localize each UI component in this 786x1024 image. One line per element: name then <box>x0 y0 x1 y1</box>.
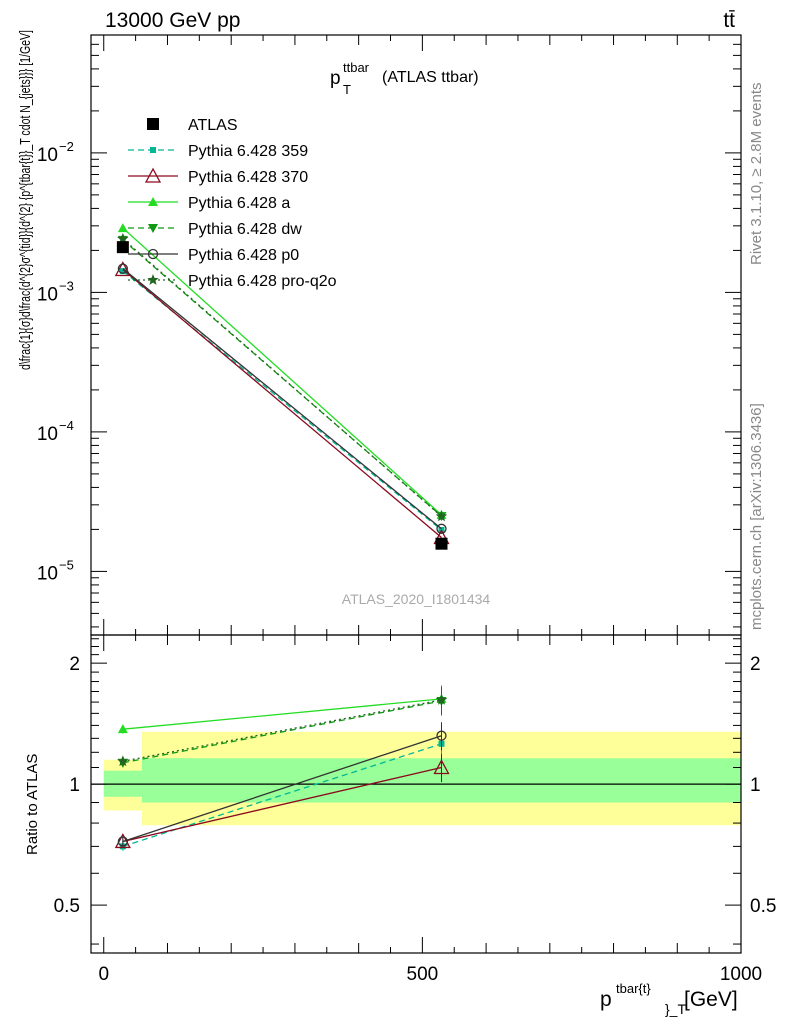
legend-marker-pp0 <box>147 248 159 260</box>
ratio-tick-label-right: 1 <box>750 775 761 796</box>
ratio-line-pdw <box>122 700 442 764</box>
uncertainty-bands <box>91 731 741 826</box>
y-upper-label: d\frac{1}{σ}d\frac{d^{2}σ^{tid}}{d^{2} {… <box>17 30 34 370</box>
legend-label-pa: Pythia 6.428 a <box>188 195 290 212</box>
y-ratio-label: Ratio to ATLAS <box>24 754 41 855</box>
series-point-pp0 <box>117 263 129 274</box>
ratio-point-pp0 <box>436 730 447 741</box>
upper-y-axis: 10−210−310−410−5 <box>37 34 741 628</box>
panel-title-sup: ttbar <box>343 60 370 75</box>
legend-marker-atlas <box>147 118 159 130</box>
x-tick-label: 1000 <box>720 964 762 985</box>
x-tick-label: 0 <box>98 964 109 985</box>
legend-label-atlas: ATLAS <box>188 117 238 134</box>
legend-label-pdw: Pythia 6.428 dw <box>188 221 302 238</box>
legend-label-p370: Pythia 6.428 370 <box>188 169 308 186</box>
upper-tick-label: 10 <box>37 145 58 166</box>
series-point-pq2o <box>117 232 129 244</box>
ratio-series-group <box>114 685 450 851</box>
legend-marker-pq2o <box>147 274 159 285</box>
series-point-pp0 <box>436 523 447 534</box>
legend-marker-p370 <box>144 167 162 183</box>
x-tick-label: 500 <box>407 964 439 985</box>
series-line-pq2o <box>122 238 442 517</box>
ratio-point-pq2o <box>435 693 448 705</box>
x-axis: 0 500 1000 <box>98 35 762 985</box>
series-point-p359 <box>119 268 126 275</box>
series-point-pq2o <box>435 510 448 522</box>
upper-tick-exponent: −3 <box>59 278 74 293</box>
upper-tick-exponent: −4 <box>59 418 74 433</box>
upper-tick-exponent: −2 <box>59 139 74 154</box>
legend-marker-pdw <box>148 224 158 233</box>
legend: ATLAS Pythia 6.428 359 Pythia 6.428 370 Pyt… <box>128 117 337 290</box>
series-line-pp0 <box>122 268 442 530</box>
atlas-data-point <box>116 241 129 254</box>
ratio-tick-label-left: 2 <box>69 654 80 675</box>
atlas-data-point <box>435 537 448 550</box>
upper-tick-label: 10 <box>37 563 58 584</box>
rivet-label: Rivet 3.1.10, ≥ 2.8M events <box>748 83 765 266</box>
legend-label-pq2o: Pythia 6.428 pro-q2o <box>188 273 337 290</box>
ratio-frame <box>90 634 742 954</box>
upper-series-group <box>114 223 450 550</box>
ratio-point-p370 <box>433 759 450 775</box>
panel-title-main: p <box>330 68 341 89</box>
ratio-line-pp0 <box>122 735 442 843</box>
ratio-line-pq2o <box>122 699 442 762</box>
x-axis-label: p <box>600 988 612 1011</box>
mcplots-label: mcplots.cern.ch [arXiv:1306.3436] <box>748 403 765 630</box>
x-label-unit: [GeV] <box>684 988 738 1011</box>
legend-label-p359: Pythia 6.428 359 <box>188 143 308 160</box>
series-point-pa <box>117 223 128 233</box>
x-label-sub: }_T <box>665 1001 686 1017</box>
ratio-y-axis: 2 2 1 1 0.5 0.5 <box>54 638 776 945</box>
upper-tick-label: 10 <box>37 424 58 445</box>
ratio-point-pp0 <box>117 836 129 847</box>
upper-tick-exponent: −5 <box>59 557 74 572</box>
panel-title: p <box>330 68 341 89</box>
process-label: tt̄ <box>723 9 735 32</box>
ratio-tick-label-left: 1 <box>69 775 80 796</box>
x-label-main: p <box>600 988 612 1011</box>
ratio-point-pa <box>117 724 128 734</box>
ratio-tick-label-right: 2 <box>750 654 761 675</box>
upper-tick-label: 10 <box>37 284 58 305</box>
panel-title-suffix: (ATLAS ttbar) <box>382 69 479 86</box>
analysis-id: ATLAS_2020_I1801434 <box>342 591 491 607</box>
legend-label-pp0: Pythia 6.428 p0 <box>188 247 299 264</box>
ratio-line-pa <box>122 698 442 730</box>
series-line-pa <box>122 227 442 516</box>
series-point-p370 <box>114 261 131 277</box>
panel-title-sub: T <box>343 82 351 97</box>
ratio-tick-label-left: 0.5 <box>54 896 80 917</box>
legend-marker-p359 <box>150 147 156 153</box>
series-line-p359 <box>122 270 442 531</box>
energy-label: 13000 GeV pp <box>105 9 240 32</box>
ratio-point-pq2o <box>117 755 129 767</box>
x-label-sup: tbar{t} <box>616 981 651 996</box>
ratio-tick-label-right: 0.5 <box>750 896 776 917</box>
legend-marker-pa <box>148 197 158 206</box>
ratio-line-p370 <box>122 766 442 843</box>
series-line-p370 <box>122 269 442 538</box>
